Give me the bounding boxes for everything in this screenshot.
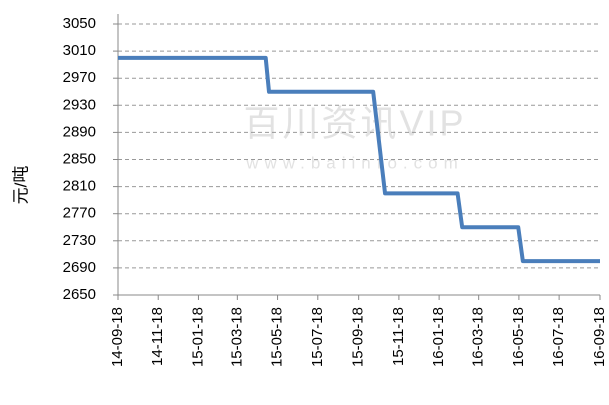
line [118,55,600,264]
y-tick-label: 3010 [63,42,96,59]
y-tick-label: 2690 [63,259,96,276]
y-tick-label: 2930 [63,96,96,113]
x-tick-label: 16-07-18 [550,307,567,367]
y-tick-label: 3050 [63,15,96,32]
x-tick-label: 15-07-18 [309,307,326,367]
watermark: 百川资讯VIP [243,103,466,144]
x-tick-label: 15-05-18 [269,307,286,367]
y-tick-label: 2650 [63,286,96,303]
x-tick-label: 16-03-18 [470,307,487,367]
y-tick-label: 2970 [63,69,96,86]
x-tick-label: 16-09-18 [591,307,608,367]
x-tick-label: 15-01-18 [189,307,206,367]
x-tick-label: 16-01-18 [430,307,447,367]
watermark-url: www.baiinfo.com [245,153,464,172]
x-tick-label: 15-11-18 [390,307,407,366]
x-tick-label: 15-09-18 [350,307,367,367]
y-tick-label: 2850 [63,150,96,167]
y-tick-label: 2730 [63,232,96,249]
y-axis-label: 元/吨 [11,166,30,205]
x-tick-label: 14-11-18 [149,307,166,366]
x-tick-label: 16-05-18 [510,307,527,367]
y-tick-label: 2770 [63,205,96,222]
x-tick-label: 14-09-18 [109,307,126,367]
y-tick-label: 2890 [63,123,96,140]
x-tick-label: 15-03-18 [228,307,245,367]
y-tick-label: 2810 [63,178,96,195]
